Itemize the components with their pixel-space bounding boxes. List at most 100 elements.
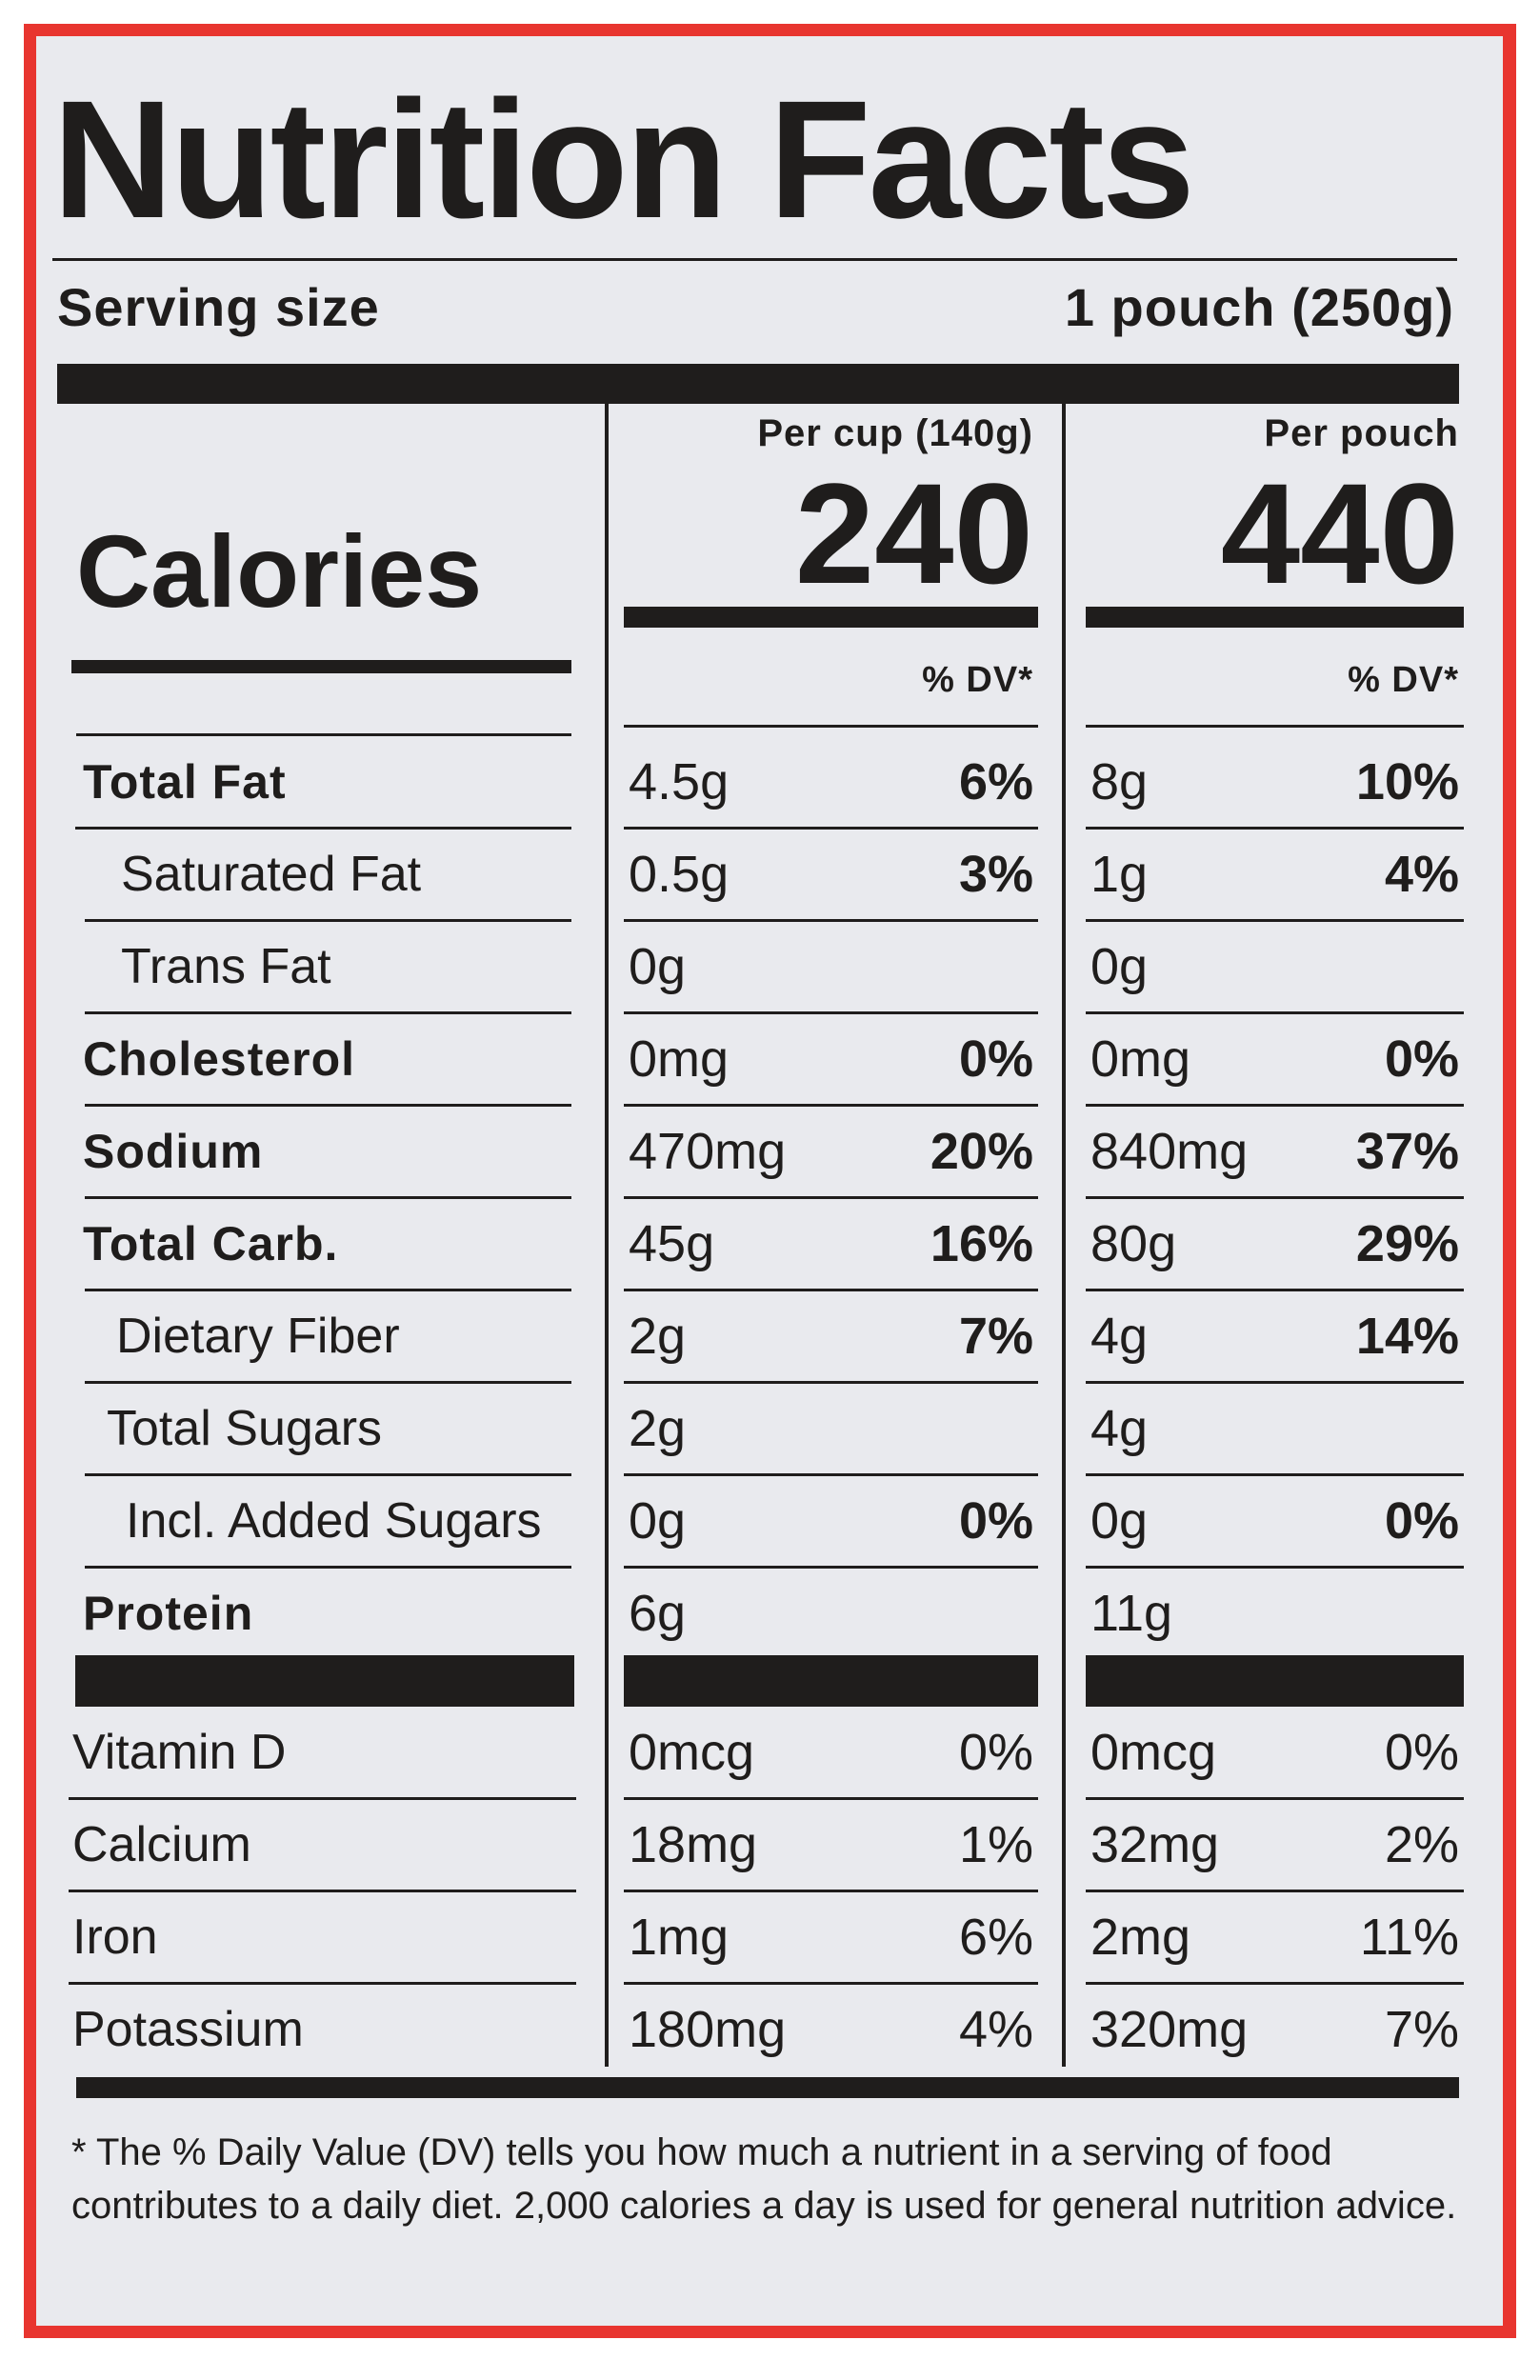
amount: 2mg (1090, 1909, 1191, 1966)
vitamin-name: Vitamin D (72, 1725, 287, 1780)
nutrient-name: Trans Fat (121, 939, 331, 994)
daily-value: 11% (1359, 1909, 1459, 1966)
rule (1086, 1288, 1464, 1291)
rule (76, 732, 571, 736)
daily-value: 37% (1355, 1123, 1459, 1180)
nutrient-name: Incl. Added Sugars (126, 1493, 542, 1549)
amount: 0g (1090, 1492, 1149, 1550)
serving-size-label: Serving size (57, 277, 380, 337)
rule (624, 1889, 1038, 1892)
daily-value: 0% (958, 1492, 1033, 1550)
daily-value: 16% (930, 1215, 1033, 1272)
rule (624, 724, 1038, 728)
amount: 1mg (629, 1909, 730, 1966)
rule (69, 1796, 576, 1800)
vitamin-name: Calcium (72, 1817, 251, 1872)
daily-value: 0% (1384, 1030, 1459, 1088)
daily-value: 20% (930, 1123, 1033, 1180)
amount: 0mcg (1090, 1724, 1217, 1781)
rule (624, 1010, 1038, 1014)
column-heading: Per cup (140g) (757, 412, 1033, 454)
thick-rule (75, 1655, 574, 1707)
amount: 840mg (1090, 1123, 1249, 1180)
rule (85, 1195, 571, 1199)
amount: 320mg (1090, 2001, 1249, 2058)
rule (624, 1288, 1038, 1291)
calories-label: Calories (76, 513, 483, 629)
amount: 2g (629, 1308, 687, 1365)
thick-rule (624, 1655, 1038, 1707)
rule (624, 1103, 1038, 1107)
rule (75, 826, 571, 830)
rule (1086, 1796, 1464, 1800)
rule (85, 1380, 571, 1384)
rule (624, 826, 1038, 830)
rule (624, 918, 1038, 922)
rule (624, 1565, 1038, 1569)
amount: 470mg (629, 1123, 787, 1180)
amount: 0mg (1090, 1030, 1191, 1088)
nutrient-name: Sodium (83, 1125, 264, 1178)
daily-value: 14% (1355, 1308, 1459, 1365)
rule (1086, 826, 1464, 830)
daily-value: 4% (958, 2001, 1033, 2058)
dv-heading: % DV* (922, 660, 1033, 700)
daily-value: 2% (1384, 1816, 1459, 1873)
rule (85, 1565, 571, 1569)
daily-value: 6% (958, 1909, 1033, 1966)
amount: 0mcg (629, 1724, 755, 1781)
daily-value: 0% (958, 1724, 1033, 1781)
thick-rule (57, 364, 1459, 404)
vitamin-name: Potassium (72, 2002, 304, 2057)
rule (624, 607, 1038, 628)
amount: 45g (629, 1215, 715, 1272)
rule (624, 1380, 1038, 1384)
daily-value: 1% (958, 1816, 1033, 1873)
nutrient-name: Total Carb. (83, 1217, 339, 1270)
daily-value: 0% (1384, 1724, 1459, 1781)
rule (85, 918, 571, 922)
daily-value: 7% (1384, 2001, 1459, 2058)
column-heading: Per pouch (1264, 412, 1459, 454)
nutrient-name: Cholesterol (83, 1032, 356, 1086)
rule (85, 1472, 571, 1476)
amount: 180mg (629, 2001, 787, 2058)
rule (624, 1981, 1038, 1985)
nutrient-name: Saturated Fat (121, 847, 422, 902)
title: Nutrition Facts (52, 67, 1195, 253)
rule (85, 1288, 571, 1291)
amount: 0g (629, 1492, 687, 1550)
rule (52, 257, 1457, 261)
daily-value: 7% (958, 1308, 1033, 1365)
rule (1086, 1565, 1464, 1569)
rule (85, 1103, 571, 1107)
amount: 1g (1090, 846, 1149, 903)
rule (1086, 1472, 1464, 1476)
column-divider (605, 400, 609, 2067)
amount: 4g (1090, 1308, 1149, 1365)
rule (69, 1889, 576, 1892)
daily-value: 3% (958, 846, 1033, 903)
rule (1086, 1981, 1464, 1985)
footnote: * The % Daily Value (DV) tells you how m… (71, 2131, 1457, 2227)
amount: 0g (1090, 938, 1149, 995)
amount: 4g (1090, 1400, 1149, 1457)
rule (1086, 607, 1464, 628)
calories-value: 240 (794, 453, 1033, 613)
daily-value: 29% (1355, 1215, 1459, 1272)
rule (1086, 1103, 1464, 1107)
amount: 0g (629, 938, 687, 995)
amount: 0mg (629, 1030, 730, 1088)
column-divider (1062, 400, 1066, 2067)
rule (624, 1796, 1038, 1800)
label-panel (36, 36, 1503, 2326)
rule (1086, 918, 1464, 922)
daily-value: 4% (1384, 846, 1459, 903)
daily-value: 6% (958, 753, 1033, 810)
vitamin-name: Iron (72, 1910, 158, 1965)
amount: 2g (629, 1400, 687, 1457)
rule (1086, 1010, 1464, 1014)
daily-value: 0% (1384, 1492, 1459, 1550)
daily-value: 0% (958, 1030, 1033, 1088)
